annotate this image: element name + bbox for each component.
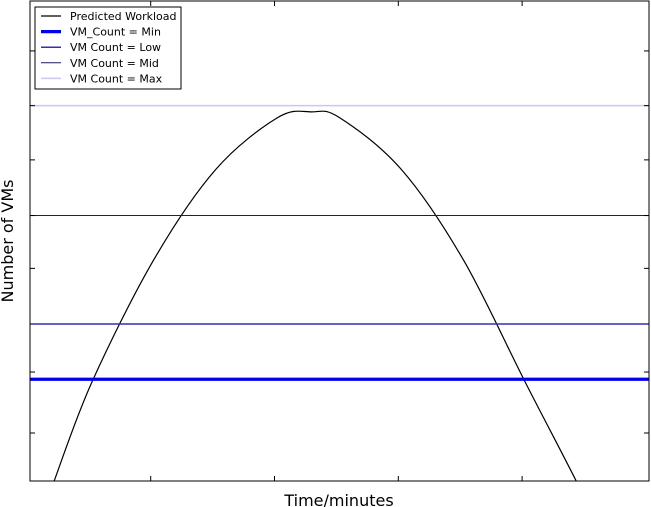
legend-entry-3-label: VM Count = Mid	[70, 57, 159, 70]
legend-entry-4-label: VM Count = Max	[70, 72, 163, 85]
legend-entry-2-label: VM Count = Low	[70, 41, 161, 54]
y-axis-label: Number of VMs	[0, 180, 17, 303]
plot-frame	[29, 0, 650, 482]
legend-entry-0-label: Predicted Workload	[70, 10, 177, 23]
legend: Predicted Workload VM_Count = Min VM Count…	[34, 6, 182, 90]
x-axis-label: Time/minutes	[283, 491, 393, 507]
legend-frame	[34, 6, 182, 90]
series-predicted-workload	[53, 110, 577, 481]
legend-entry-1-label: VM_Count = Min	[70, 26, 161, 39]
